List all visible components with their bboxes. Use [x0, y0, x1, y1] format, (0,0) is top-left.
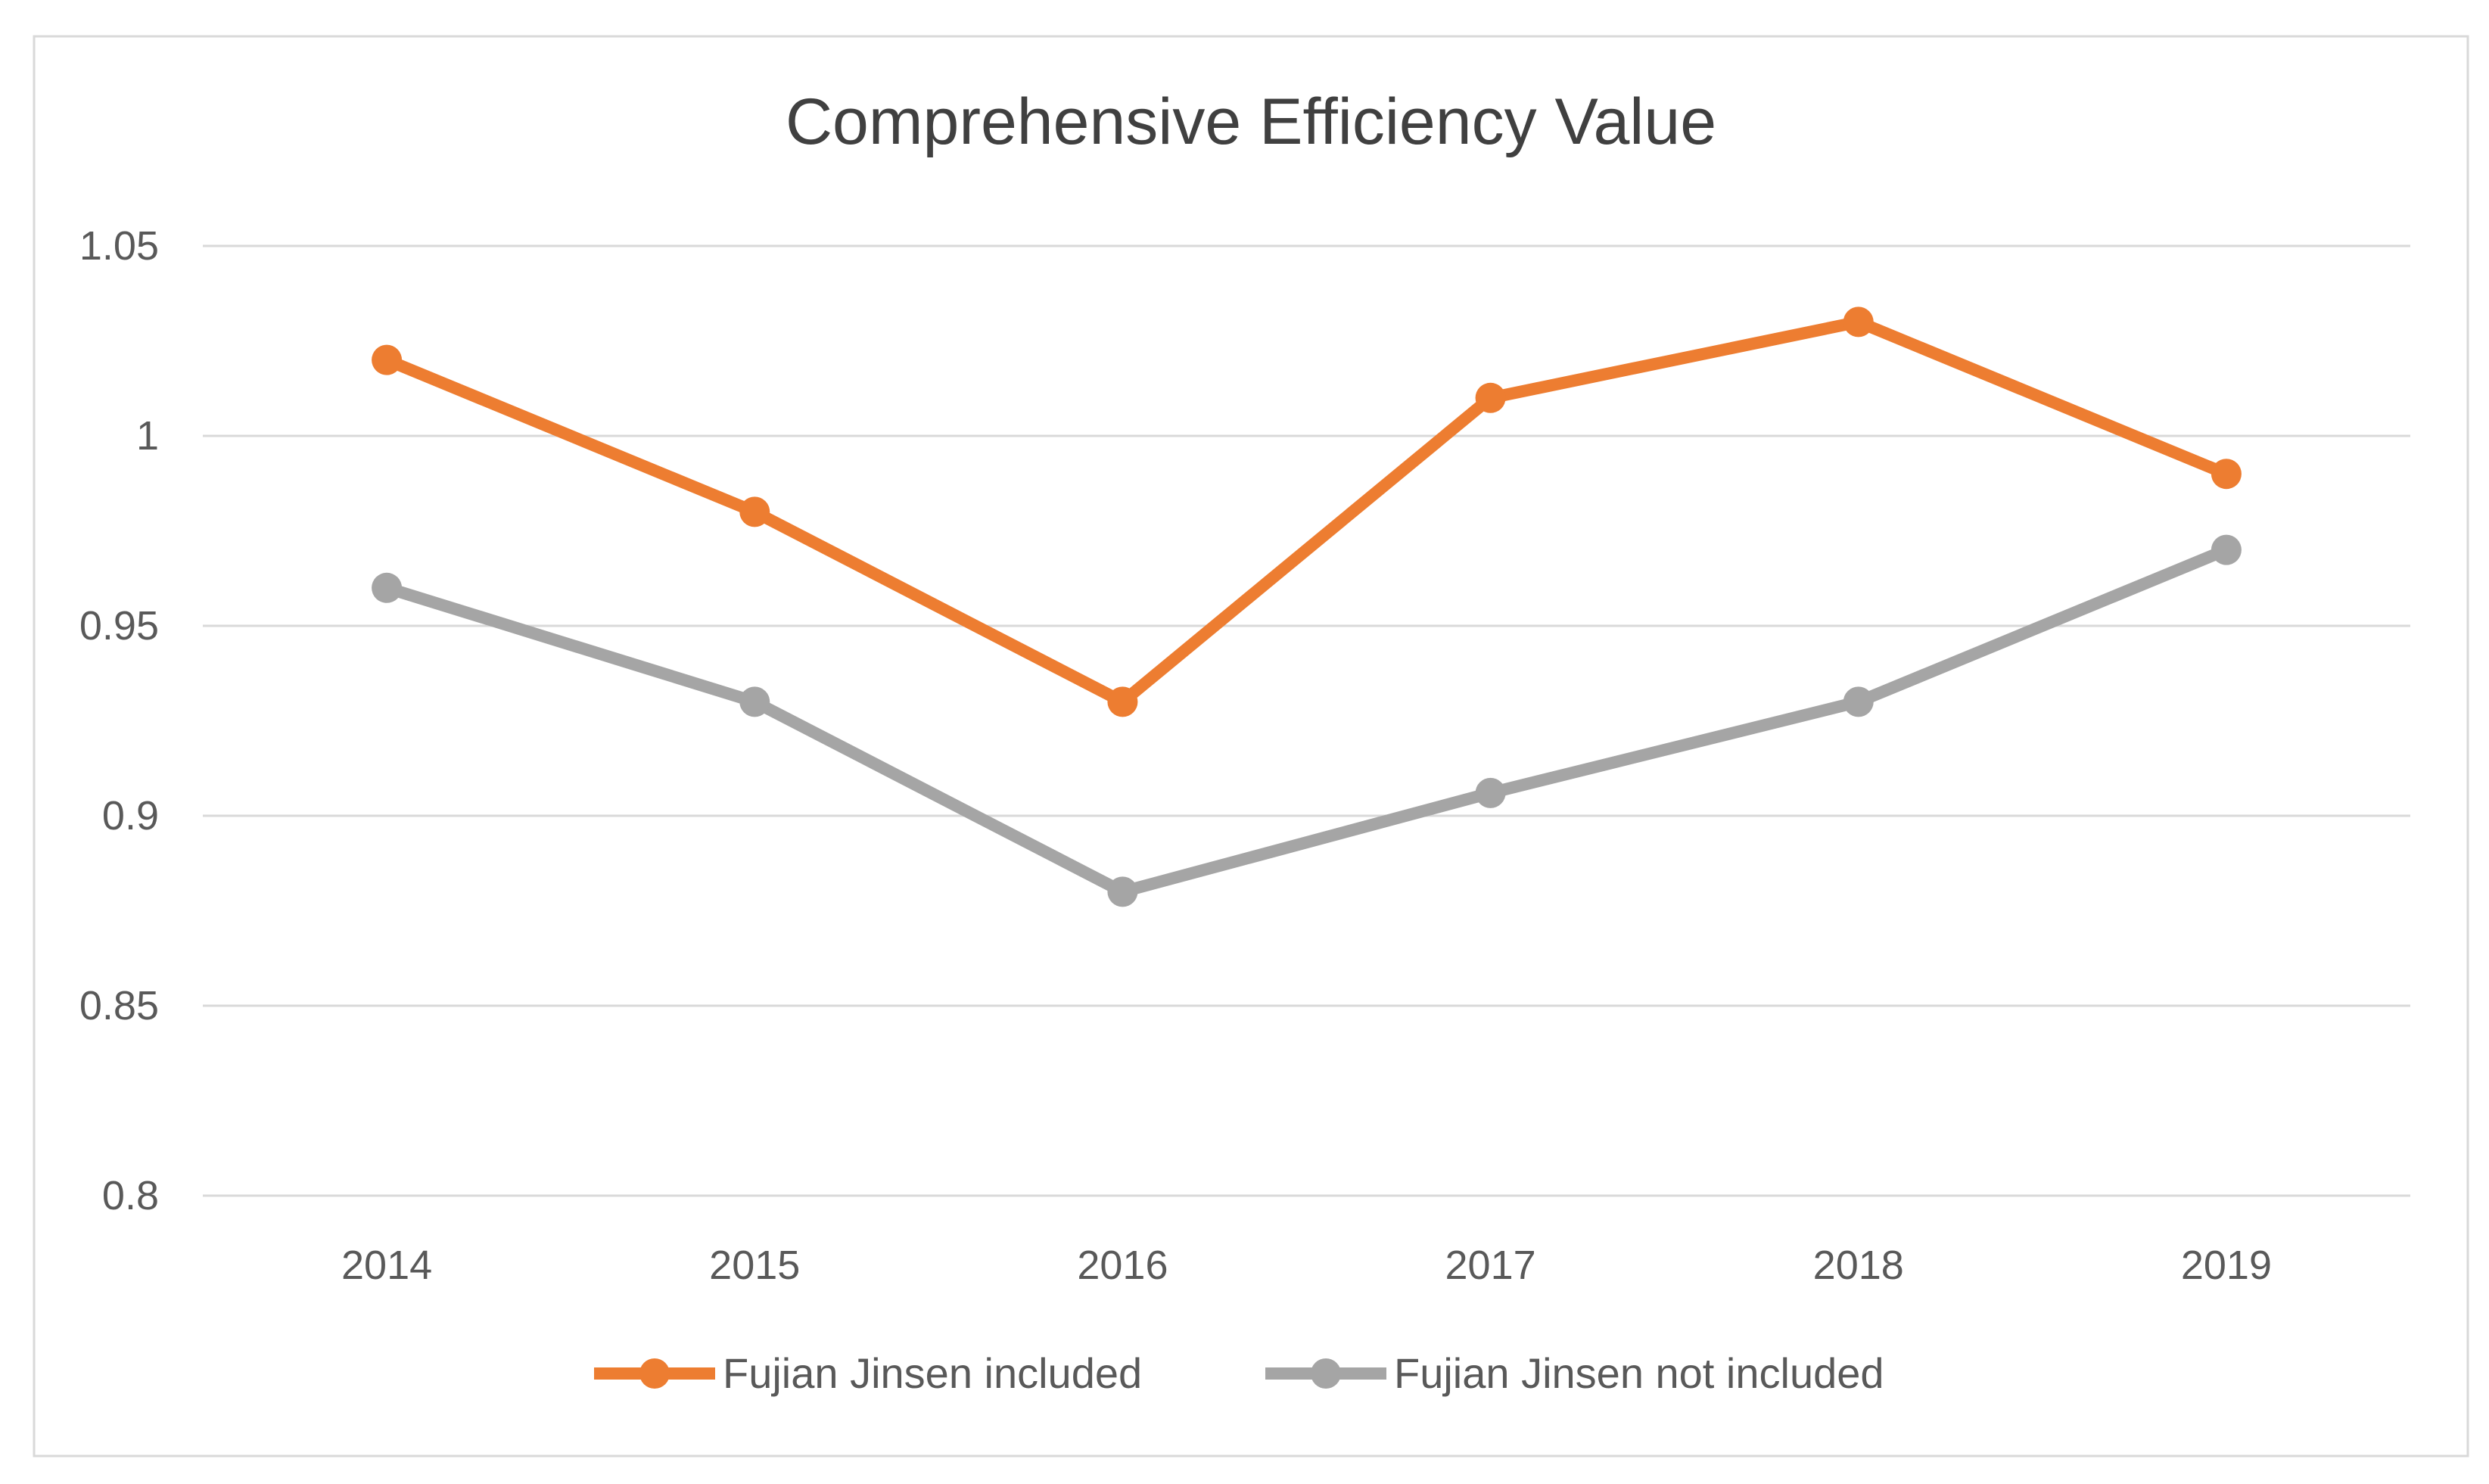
- data-point: [372, 344, 403, 375]
- data-point: [1107, 686, 1138, 717]
- y-tick-label: 0.9: [102, 793, 159, 838]
- data-point: [1843, 306, 1874, 338]
- data-point: [1475, 382, 1506, 413]
- data-point: [1475, 777, 1506, 808]
- chart-title: Comprehensive Efficiency Value: [786, 86, 1716, 158]
- data-point: [2211, 459, 2242, 490]
- x-tick-label: 2016: [1077, 1243, 1168, 1288]
- y-tick-label: 1: [136, 413, 159, 459]
- y-tick-label: 1.05: [79, 223, 159, 269]
- y-axis-tick-labels: 0.8 0.85 0.9 0.95 1 1.05: [79, 223, 159, 1218]
- legend-item: Fujian Jinsen not included: [1265, 1349, 1884, 1397]
- chart-border: [33, 35, 2469, 1458]
- data-point: [1843, 686, 1874, 717]
- data-point: [1107, 876, 1138, 907]
- data-point: [739, 496, 770, 527]
- legend-item: Fujian Jinsen included: [594, 1349, 1142, 1397]
- series-line: [381, 543, 2232, 898]
- y-tick-label: 0.95: [79, 603, 159, 649]
- data-point: [372, 572, 403, 603]
- x-axis-tick-labels: 2014 2015 2016 2017 2018 2019: [341, 1243, 2272, 1288]
- legend-swatch-marker: [639, 1358, 670, 1389]
- x-tick-label: 2017: [1445, 1243, 1536, 1288]
- x-tick-label: 2015: [709, 1243, 800, 1288]
- x-tick-label: 2019: [2181, 1243, 2272, 1288]
- data-point: [739, 686, 770, 717]
- series-line: [381, 316, 2232, 708]
- x-tick-label: 2018: [1813, 1243, 1904, 1288]
- legend-label: Fujian Jinsen included: [723, 1349, 1142, 1397]
- series-2: [372, 534, 2242, 907]
- data-point: [2211, 534, 2242, 565]
- legend: Fujian Jinsen included Fujian Jinsen not …: [594, 1349, 1884, 1397]
- x-tick-label: 2014: [341, 1243, 432, 1288]
- series-1: [372, 306, 2242, 717]
- series-layer: [372, 306, 2242, 907]
- legend-label: Fujian Jinsen not included: [1394, 1349, 1884, 1397]
- y-tick-label: 0.8: [102, 1173, 159, 1218]
- legend-swatch-marker: [1311, 1358, 1341, 1389]
- y-tick-label: 0.85: [79, 983, 159, 1028]
